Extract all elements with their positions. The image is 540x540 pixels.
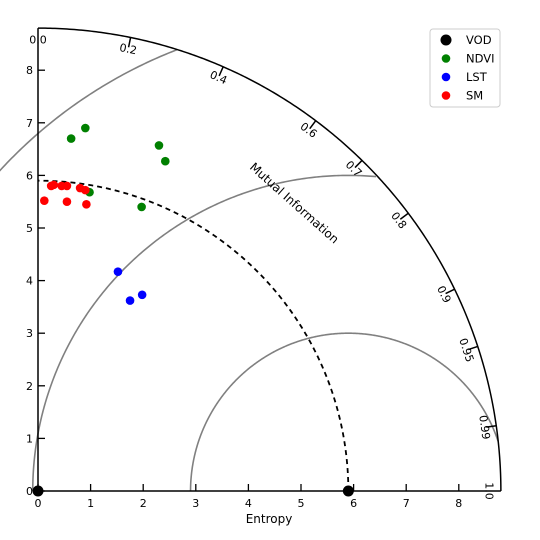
x-axis-label: Entropy bbox=[246, 512, 293, 526]
y-tick-label: 3 bbox=[26, 327, 33, 340]
angular-tick bbox=[468, 345, 478, 351]
data-point-lst bbox=[125, 296, 135, 305]
angular-tick bbox=[445, 288, 455, 295]
data-point-ndvi bbox=[137, 202, 146, 212]
data-point-sm bbox=[62, 197, 72, 206]
angular-tick bbox=[218, 66, 224, 77]
x-tick-label: 8 bbox=[455, 497, 462, 510]
x-tick-label: 1 bbox=[87, 497, 94, 510]
data-point-lst bbox=[113, 267, 123, 276]
legend-label-lst: LST bbox=[466, 70, 488, 84]
angular-tick-label: 1.0 bbox=[482, 482, 495, 500]
y-tick-label: 4 bbox=[26, 275, 33, 288]
x-tick-label: 6 bbox=[350, 497, 357, 510]
legend-label-ndvi: NDVI bbox=[466, 52, 495, 66]
angular-tick bbox=[486, 424, 497, 428]
y-tick-label: 8 bbox=[26, 64, 33, 77]
x-tick-label: 0 bbox=[35, 497, 42, 510]
angular-tick bbox=[309, 120, 317, 130]
angular-tick bbox=[127, 37, 132, 48]
data-point-sm bbox=[82, 200, 91, 209]
legend-label-sm: SM bbox=[466, 89, 483, 103]
angular-tick-label: 0.95 bbox=[456, 337, 476, 364]
data-point-lst bbox=[137, 290, 147, 300]
data-point-ndvi bbox=[160, 156, 170, 166]
data-point-sm bbox=[81, 185, 90, 195]
legend: VOD NDVI LST SM bbox=[429, 28, 501, 108]
data-point-vod bbox=[32, 485, 44, 497]
arc-axis-label: Mutual Information bbox=[247, 160, 342, 246]
legend-marker-vod bbox=[440, 34, 452, 46]
data-point-sm bbox=[62, 181, 72, 191]
angular-tick-label: 0.2 bbox=[118, 41, 138, 57]
y-tick-label: 0 bbox=[26, 485, 33, 498]
legend-label-vod: VOD bbox=[466, 33, 492, 47]
plot-area: 0 1 2 3 4 5 6 7 80123456780.00.20.40.60.70.80.90… bbox=[0, 27, 502, 510]
y-tick-label: 7 bbox=[26, 117, 33, 130]
data-point-vod bbox=[342, 485, 354, 497]
y-tick-label: 1 bbox=[26, 432, 33, 445]
x-tick-label: 3 bbox=[192, 497, 199, 510]
angular-tick-label: 0.4 bbox=[208, 68, 229, 87]
angular-tick-label: 0.6 bbox=[298, 120, 320, 141]
angular-tick-label: 0.8 bbox=[388, 210, 409, 232]
legend-marker-ndvi bbox=[441, 54, 451, 63]
angular-tick bbox=[354, 159, 363, 169]
reference-arc-1 bbox=[31, 174, 377, 492]
y-tick-label: 5 bbox=[26, 222, 33, 235]
data-point-sm bbox=[40, 196, 49, 205]
data-point-ndvi bbox=[154, 141, 164, 150]
reference-arc-2 bbox=[0, 49, 178, 172]
data-point-ndvi bbox=[66, 134, 76, 143]
legend-frame bbox=[429, 28, 501, 108]
x-tick-label: 7 bbox=[403, 497, 410, 510]
y-tick-label: 6 bbox=[26, 169, 33, 182]
angular-tick-label: 0.9 bbox=[434, 284, 453, 305]
reference-dashed-arc bbox=[37, 179, 350, 492]
legend-marker-lst bbox=[441, 72, 451, 82]
y-tick-label: 2 bbox=[26, 380, 33, 393]
outer-arc bbox=[37, 27, 502, 492]
x-tick-label: 2 bbox=[140, 497, 147, 510]
reference-arc-0 bbox=[189, 332, 499, 491]
data-point-ndvi bbox=[81, 123, 90, 133]
legend-marker-sm bbox=[441, 91, 451, 100]
x-tick-label: 4 bbox=[245, 497, 252, 510]
data-point-sm bbox=[49, 180, 59, 190]
angular-tick-label: 0.0 bbox=[29, 34, 47, 47]
x-tick-label: 5 bbox=[298, 497, 305, 510]
angular-tick bbox=[399, 212, 409, 220]
angular-tick-label: 0.99 bbox=[476, 414, 492, 440]
